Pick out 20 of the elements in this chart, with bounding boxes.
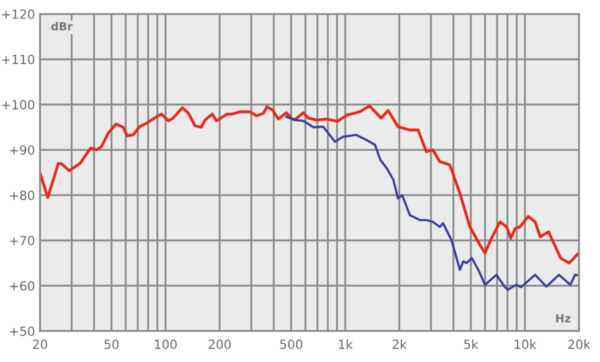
y-tick-label: +60 <box>10 281 34 291</box>
y-tick-label: +120 <box>2 9 34 19</box>
x-tick-label: 1k <box>339 339 353 349</box>
y-tick-label: +100 <box>2 100 34 110</box>
y-axis-title: dBr <box>51 22 73 31</box>
x-tick-label: 20k <box>568 339 591 350</box>
y-tick-label: +70 <box>10 236 34 246</box>
x-tick-label: 50 <box>104 340 119 350</box>
x-tick-label: 5k <box>464 339 478 350</box>
y-tick-label: +80 <box>10 190 34 200</box>
x-tick-label: 100 <box>155 340 177 350</box>
y-tick-label: +90 <box>10 145 34 155</box>
x-tick-label: 200 <box>208 340 231 350</box>
x-axis-title: Hz <box>556 314 570 322</box>
y-tick-label: +110 <box>2 54 34 64</box>
x-tick-label: 20 <box>32 340 48 350</box>
x-tick-label: 2k <box>392 339 407 349</box>
x-tick-label: 10k <box>514 339 536 350</box>
x-tick-label: 500 <box>280 340 302 350</box>
y-tick-label: +50 <box>10 326 34 336</box>
